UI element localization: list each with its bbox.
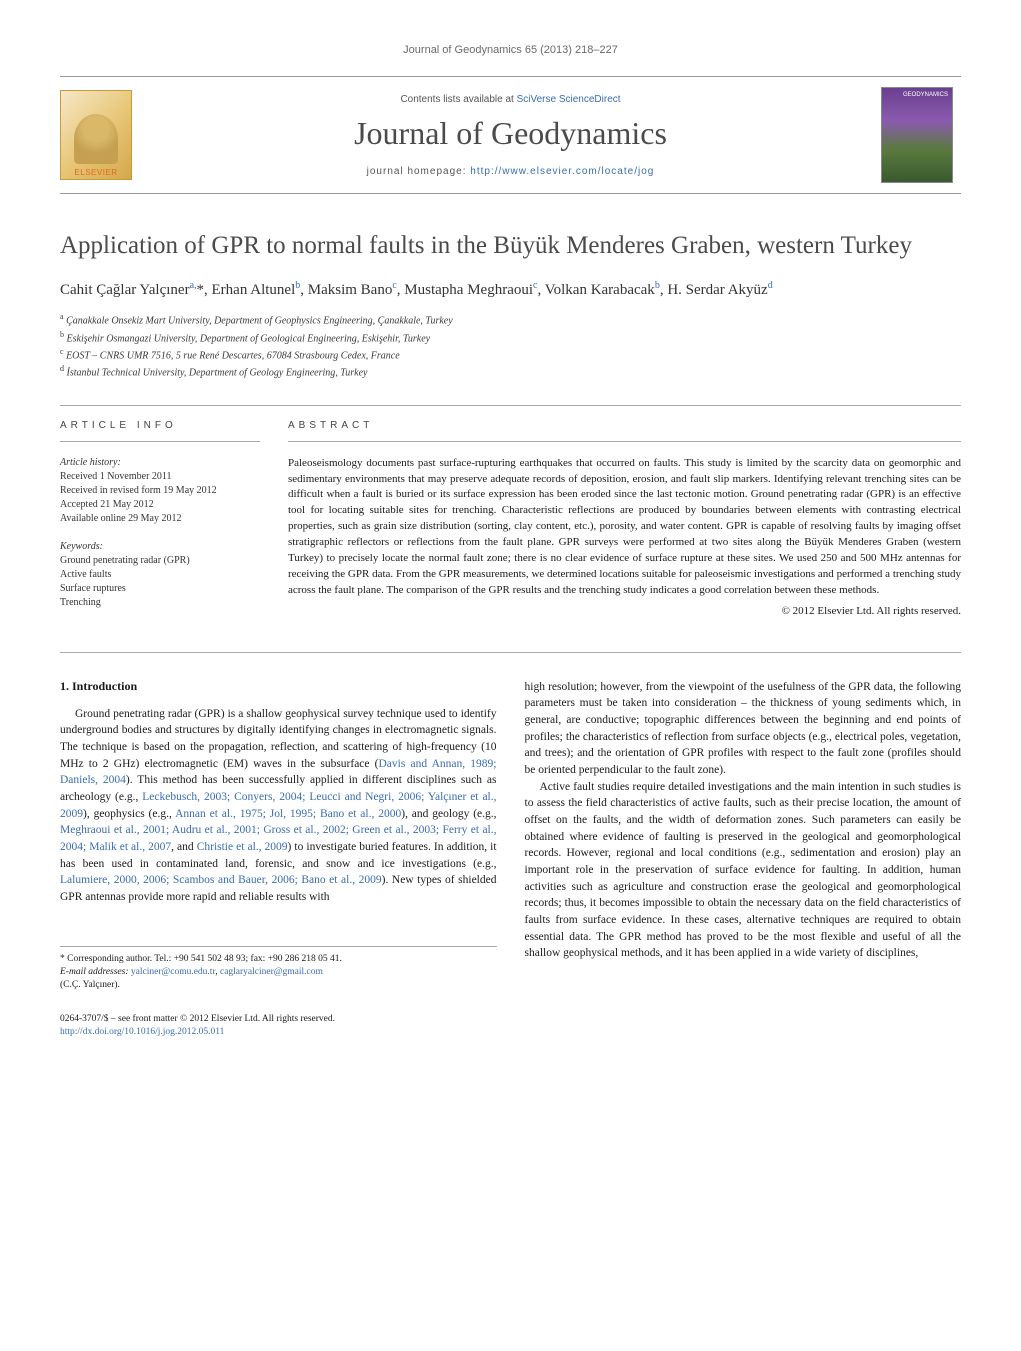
keywords-block: Keywords: Ground penetrating radar (GPR)… <box>60 540 260 610</box>
footer-block: 0264-3707/$ – see front matter © 2012 El… <box>60 1013 497 1040</box>
homepage-link[interactable]: http://www.elsevier.com/locate/jog <box>470 166 654 177</box>
body-col-left: 1. Introduction Ground penetrating radar… <box>60 679 497 1040</box>
header-top: Journal of Geodynamics 65 (2013) 218–227 <box>60 40 961 58</box>
divider-abs <box>288 441 961 442</box>
homepage-prefix: journal homepage: <box>367 166 471 177</box>
journal-ref-text: Journal of Geodynamics 65 (2013) 218–227 <box>403 44 618 56</box>
elsevier-logo: ELSEVIER <box>60 90 132 180</box>
abstract-col: abstract Paleoseismology documents past … <box>288 420 961 624</box>
cover-container: GEODYNAMICS <box>881 87 961 183</box>
homepage-line: journal homepage: http://www.elsevier.co… <box>140 166 881 177</box>
divider-bottom <box>60 652 961 653</box>
doi-link[interactable]: http://dx.doi.org/10.1016/j.jog.2012.05.… <box>60 1027 224 1037</box>
elsevier-logo-text: ELSEVIER <box>74 168 117 179</box>
abstract-text: Paleoseismology documents past surface-r… <box>288 456 961 599</box>
sciencedirect-link[interactable]: SciVerse ScienceDirect <box>517 94 621 105</box>
divider-top <box>60 405 961 406</box>
article-info-label: article info <box>60 420 260 431</box>
corr-star: * <box>60 954 65 964</box>
corresponding-block: * Corresponding author. Tel.: +90 541 50… <box>60 946 497 993</box>
intro-text-right: high resolution; however, from the viewp… <box>525 679 962 962</box>
abstract-copyright: © 2012 Elsevier Ltd. All rights reserved… <box>288 605 961 617</box>
online-date: Available online 29 May 2012 <box>60 512 260 526</box>
col2-p1: high resolution; however, from the viewp… <box>525 679 962 779</box>
contents-line: Contents lists available at SciVerse Sci… <box>140 94 881 105</box>
contents-prefix: Contents lists available at <box>400 94 516 105</box>
col2-p2: Active fault studies require detailed in… <box>525 779 962 962</box>
journal-cover-icon: GEODYNAMICS <box>881 87 953 183</box>
keywords-list: Ground penetrating radar (GPR)Active fau… <box>60 554 260 610</box>
elsevier-tree-icon <box>74 114 118 164</box>
divider-info <box>60 441 260 442</box>
info-abstract-row: article info Article history: Received 1… <box>60 420 961 624</box>
body-columns: 1. Introduction Ground penetrating radar… <box>60 679 961 1040</box>
corr-name: (C.Ç. Yalçıner). <box>60 979 497 992</box>
journal-banner: ELSEVIER Contents lists available at Sci… <box>60 76 961 194</box>
article-info-col: article info Article history: Received 1… <box>60 420 260 624</box>
body-col-right: high resolution; however, from the viewp… <box>525 679 962 1040</box>
affiliations-list: a Çanakkale Onsekiz Mart University, Dep… <box>60 311 961 380</box>
journal-name: Journal of Geodynamics <box>140 115 881 152</box>
corr-line: * Corresponding author. Tel.: +90 541 50… <box>60 953 497 966</box>
abstract-label: abstract <box>288 420 961 431</box>
accepted-date: Accepted 21 May 2012 <box>60 498 260 512</box>
article-history-block: Article history: Received 1 November 201… <box>60 456 260 526</box>
intro-heading: 1. Introduction <box>60 679 497 694</box>
banner-center: Contents lists available at SciVerse Sci… <box>140 94 881 177</box>
revised-date: Received in revised form 19 May 2012 <box>60 484 260 498</box>
received-date: Received 1 November 2011 <box>60 470 260 484</box>
corr-email-2[interactable]: caglaryalciner@gmail.com <box>220 967 323 977</box>
cover-title: GEODYNAMICS <box>882 88 952 102</box>
corr-label: Corresponding author. Tel.: +90 541 502 … <box>67 954 342 964</box>
intro-p1: Ground penetrating radar (GPR) is a shal… <box>60 706 497 906</box>
issn-line: 0264-3707/$ – see front matter © 2012 El… <box>60 1013 497 1026</box>
intro-text-left: Ground penetrating radar (GPR) is a shal… <box>60 706 497 906</box>
article-title: Application of GPR to normal faults in t… <box>60 230 961 261</box>
publisher-logo-container: ELSEVIER <box>60 90 140 180</box>
history-label: Article history: <box>60 456 260 470</box>
corr-email-1[interactable]: yalciner@comu.edu.tr <box>131 967 215 977</box>
authors-list: Cahit Çağlar Yalçınera,*, Erhan Altunelb… <box>60 279 961 301</box>
email-label: E-mail addresses: <box>60 967 131 977</box>
corr-emails: E-mail addresses: yalciner@comu.edu.tr, … <box>60 966 497 979</box>
keywords-label: Keywords: <box>60 540 260 554</box>
